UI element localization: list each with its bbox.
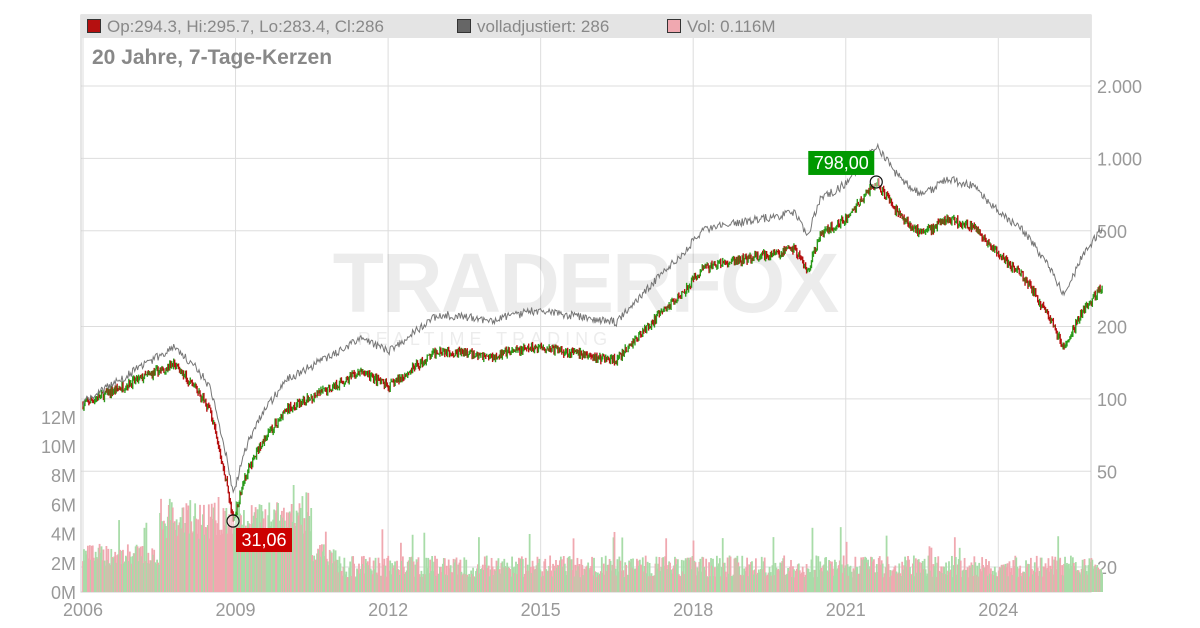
candles xyxy=(82,178,1103,522)
y-tick-label-right: 200 xyxy=(1097,318,1127,338)
annotation-label: 31,06 xyxy=(241,530,286,550)
chart-subtitle: 20 Jahre, 7-Tage-Kerzen xyxy=(92,46,333,69)
x-tick-label: 2012 xyxy=(368,600,408,620)
volume-swatch-icon xyxy=(667,19,681,33)
y-tick-label-right: 2.000 xyxy=(1097,77,1142,97)
legend-ohlc-text: Op:294.3, Hi:295.7, Lo:283.4, Cl:286 xyxy=(107,17,384,36)
adjusted-line xyxy=(82,142,1103,494)
legend-adjusted-text: volladjustiert: 286 xyxy=(477,17,610,36)
y-tick-label-left: 6M xyxy=(51,495,76,515)
legend-volume-text: Vol: 0.116M xyxy=(687,17,776,36)
y-tick-label-left: 0M xyxy=(51,583,76,603)
ohlc-swatch-icon xyxy=(87,19,101,33)
x-tick-label: 2015 xyxy=(521,600,561,620)
x-tick-label: 2021 xyxy=(826,600,866,620)
legend-volume: Vol: 0.116M xyxy=(667,15,776,38)
y-tick-label-left: 12M xyxy=(41,408,76,428)
x-tick-label: 2018 xyxy=(673,600,713,620)
y-tick-label-left: 8M xyxy=(51,466,76,486)
legend-adjusted: volladjustiert: 286 xyxy=(457,15,609,38)
watermark-tagline: REALTIME TRADING xyxy=(358,329,612,349)
x-tick-label: 2024 xyxy=(978,600,1018,620)
adjusted-swatch-icon xyxy=(457,19,471,33)
y-tick-label-right: 500 xyxy=(1097,222,1127,242)
legend-ohlc: Op:294.3, Hi:295.7, Lo:283.4, Cl:286 xyxy=(87,15,384,38)
y-tick-label-right: 50 xyxy=(1097,462,1117,482)
x-tick-label: 2006 xyxy=(63,600,103,620)
y-tick-label-right: 100 xyxy=(1097,390,1127,410)
annotation-marker xyxy=(226,514,240,528)
y-tick-label-left: 2M xyxy=(51,554,76,574)
annotation-label-bg xyxy=(236,528,293,553)
annotation-marker xyxy=(869,175,883,189)
volume-bars xyxy=(82,485,1103,592)
legend-bar: Op:294.3, Hi:295.7, Lo:283.4, Cl:286 vol… xyxy=(81,15,1091,38)
annotation-label: 798,00 xyxy=(814,153,869,173)
x-tick-label: 2009 xyxy=(216,600,256,620)
y-tick-label-left: 4M xyxy=(51,525,76,545)
annotation-label-bg xyxy=(808,150,875,175)
y-tick-label-right: 1.000 xyxy=(1097,149,1142,169)
y-tick-label-left: 10M xyxy=(41,437,76,457)
